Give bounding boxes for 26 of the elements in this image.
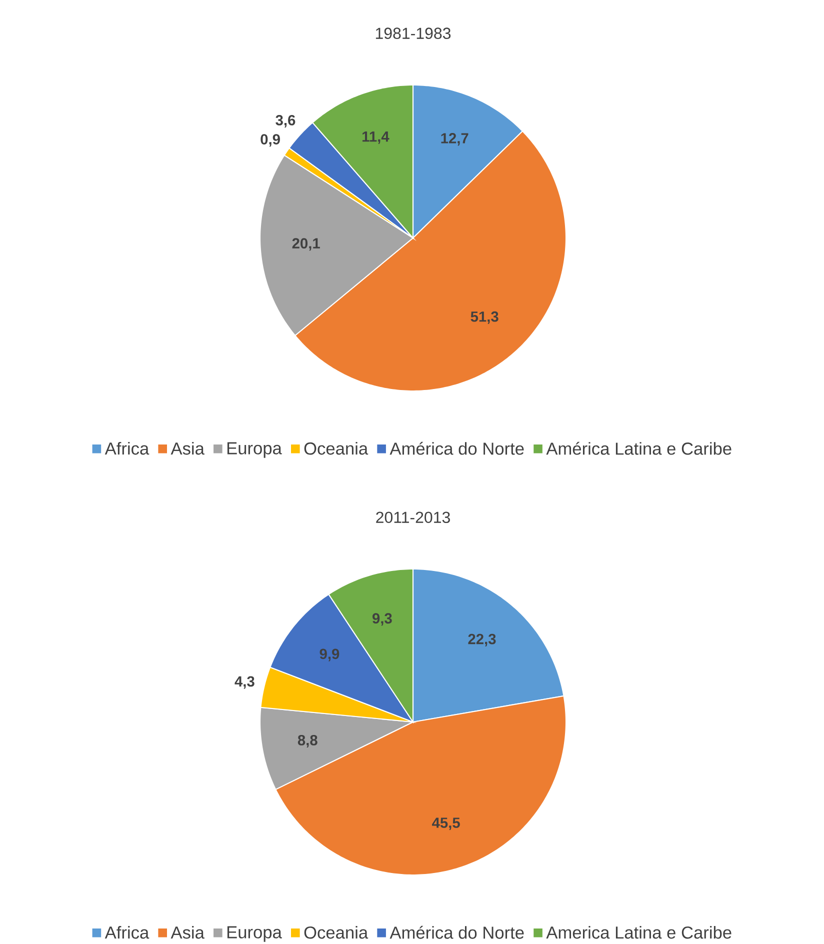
data-label: 8,8 (298, 734, 318, 748)
legend-label: Asia (170, 926, 204, 939)
data-label: 51,3 (470, 311, 498, 324)
legend-label: América do Norte (390, 926, 524, 939)
data-label: 9,3 (372, 613, 392, 626)
data-label: 3,6 (276, 114, 296, 128)
data-label: 0,9 (260, 134, 280, 147)
legend-label: América do Norte (390, 442, 524, 455)
data-label: 45,5 (432, 818, 460, 830)
legend-label: Europa (227, 926, 282, 942)
chart-title: 1981-1983 (376, 28, 451, 39)
chart-title: 2011-2013 (376, 512, 450, 524)
data-label: 9,9 (320, 648, 340, 662)
legend-label: Asia (170, 442, 204, 455)
data-label: 4,3 (234, 676, 254, 689)
legend-label: America Latina e Caribe (546, 926, 732, 939)
data-label: 22,3 (468, 634, 496, 646)
data-label: 20,1 (292, 238, 320, 251)
legend-label: Europa (227, 442, 282, 458)
legend-label: Africa (104, 926, 150, 939)
data-label: 12,7 (441, 133, 468, 146)
legend-label: Africa (104, 442, 150, 455)
legend-label: Oceania (304, 442, 368, 455)
data-label: 11,4 (362, 132, 390, 144)
legend-label: América Latina e Caribe (546, 442, 732, 455)
legend-label: Oceania (304, 926, 368, 939)
